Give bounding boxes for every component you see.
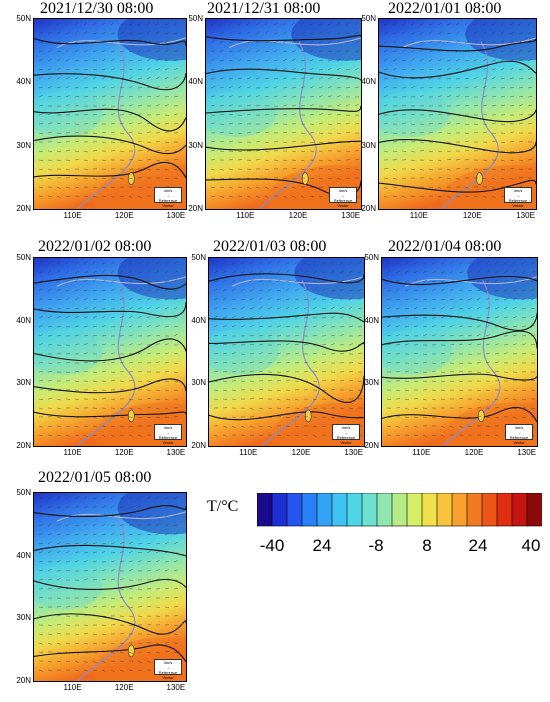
colorbar-swatch [496, 493, 513, 527]
latitude-label: 30N [16, 140, 31, 150]
longitude-label: 120E [114, 683, 134, 692]
latitude-label: 40N [364, 315, 379, 325]
legend-title: T/°C [207, 498, 239, 515]
panel-title: 2021/12/31 08:00 [207, 0, 321, 17]
latitude-label: 30N [191, 378, 206, 388]
latitude-label: 50N [361, 14, 376, 23]
latitude-label: 50N [16, 253, 31, 262]
colorbar-tick-label: 8 [422, 536, 432, 555]
longitude-label: 110E [63, 683, 82, 692]
longitude-label: 110E [412, 448, 431, 457]
longitude-label: 130E [166, 211, 186, 220]
colorbar-tick-label: 40 [521, 536, 541, 555]
latitude-label: 40N [191, 315, 206, 325]
colorbar-swatch [257, 493, 273, 527]
latitude-label: 20N [188, 204, 203, 213]
longitude-label: 130E [166, 683, 186, 692]
longitude-label: 130E [341, 211, 361, 220]
longitude-label: 120E [114, 211, 134, 220]
panel-title: 2022/01/05 08:00 [38, 469, 152, 486]
colorbar-swatch [526, 493, 542, 527]
colorbar-swatch [436, 493, 453, 527]
reference-vector-box: 4m/s → Reference Vector [154, 424, 182, 445]
temperature-map: 4m/s → Reference Vector [208, 257, 365, 447]
panel-title: 2022/01/03 08:00 [213, 238, 327, 255]
temperature-map: 4m/s → Reference Vector [381, 257, 538, 447]
temperature-map: 4m/s → Reference Vector [33, 257, 187, 447]
latitude-label: 40N [16, 550, 31, 560]
latitude-label: 20N [16, 204, 31, 213]
colorbar-swatch [466, 493, 483, 527]
colorbar-tick-label: -40 [259, 536, 285, 555]
colorbar-swatch [301, 493, 318, 527]
latitude-label: 30N [188, 140, 203, 150]
colorbar-swatch [391, 493, 408, 527]
temperature-map: 4m/s → Reference Vector [378, 18, 537, 210]
latitude-label: 40N [188, 77, 203, 87]
longitude-label: 120E [291, 448, 311, 457]
longitude-label: 110E [63, 211, 82, 220]
latitude-label: 50N [16, 14, 31, 23]
longitude-label: 120E [464, 448, 484, 457]
panel-title: 2021/12/30 08:00 [40, 0, 154, 17]
latitude-label: 50N [191, 253, 206, 262]
longitude-label: 120E [114, 448, 134, 457]
latitude-label: 20N [191, 441, 206, 450]
latitude-label: 30N [364, 378, 379, 388]
longitude-label: 110E [409, 211, 428, 220]
longitude-label: 130E [516, 211, 535, 220]
latitude-label: 40N [361, 77, 376, 87]
colorbar-swatch [511, 493, 528, 527]
longitude-label: 130E [517, 448, 537, 457]
colorbar-tick-label: 24 [312, 536, 332, 555]
reference-vector-box: 4m/s → Reference Vector [504, 187, 532, 208]
panel-title: 2022/01/04 08:00 [388, 238, 502, 255]
latitude-label: 40N [16, 315, 31, 325]
temperature-colorbar [257, 493, 542, 527]
panel-title: 2022/01/01 08:00 [388, 0, 502, 17]
longitude-label: 110E [63, 448, 82, 457]
longitude-label: 130E [166, 448, 186, 457]
latitude-label: 20N [364, 441, 379, 450]
latitude-label: 50N [364, 253, 379, 262]
reference-vector-box: 4m/s → Reference Vector [505, 424, 533, 445]
colorbar-swatch [361, 493, 378, 527]
colorbar-swatch [406, 493, 423, 527]
colorbar-tick-label: -8 [368, 536, 384, 555]
reference-vector-box: 4m/s → Reference Vector [329, 187, 357, 208]
colorbar-swatch [316, 493, 333, 527]
latitude-label: 20N [361, 204, 376, 213]
temperature-map: 4m/s → Reference Vector [33, 18, 187, 210]
latitude-label: 20N [16, 441, 31, 450]
temperature-map: 4m/s → Reference Vector [205, 18, 362, 210]
colorbar-swatch [346, 493, 363, 527]
longitude-label: 110E [236, 211, 255, 220]
reference-vector-box: 4m/s → Reference Vector [332, 424, 360, 445]
reference-vector-box: 4m/s → Reference Vector [154, 187, 182, 208]
latitude-label: 30N [16, 613, 31, 623]
colorbar-swatch [451, 493, 468, 527]
reference-vector-box: 4m/s → Reference Vector [154, 659, 182, 680]
colorbar-swatch [331, 493, 348, 527]
longitude-label: 130E [344, 448, 364, 457]
colorbar-tick-label: 24 [468, 536, 488, 555]
colorbar-swatch [481, 493, 498, 527]
latitude-label: 50N [188, 14, 203, 23]
colorbar-swatch [376, 493, 393, 527]
latitude-label: 50N [16, 488, 31, 497]
panel-title: 2022/01/02 08:00 [38, 238, 152, 255]
longitude-label: 120E [462, 211, 482, 220]
longitude-label: 110E [239, 448, 258, 457]
colorbar-swatch [271, 493, 288, 527]
colorbar-swatch [286, 493, 303, 527]
latitude-label: 30N [361, 140, 376, 150]
colorbar-swatch [421, 493, 438, 527]
temperature-map: 4m/s → Reference Vector [33, 492, 187, 682]
latitude-label: 40N [16, 77, 31, 87]
longitude-label: 120E [288, 211, 308, 220]
latitude-label: 30N [16, 378, 31, 388]
latitude-label: 20N [16, 676, 31, 685]
